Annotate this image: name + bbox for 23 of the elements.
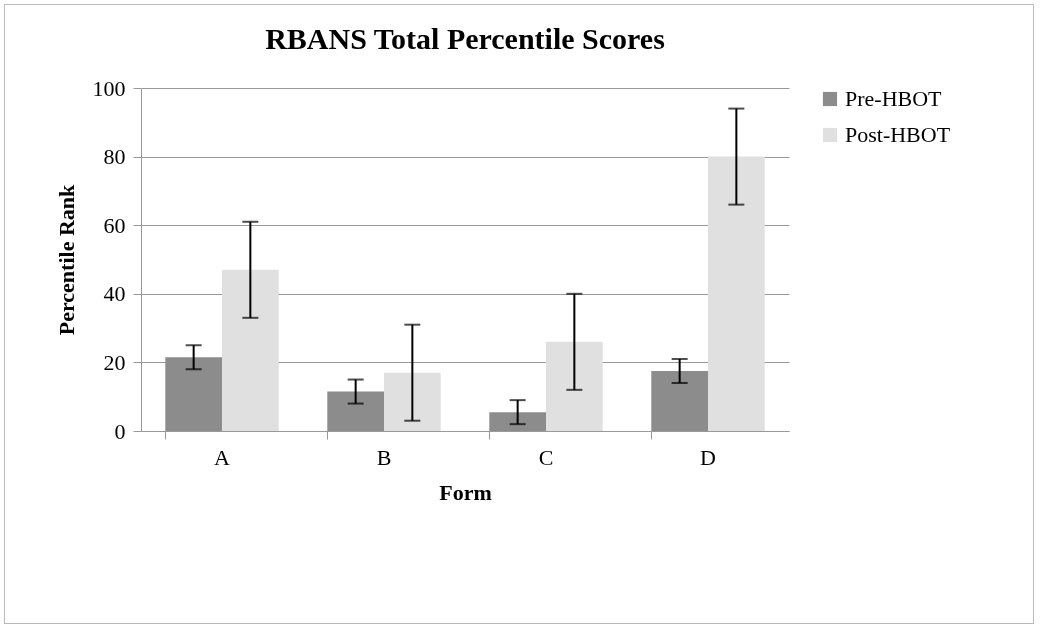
bar [489, 412, 546, 431]
y-tick-label: 80 [103, 144, 126, 170]
y-tick-label: 100 [92, 75, 126, 101]
x-tick-label: A [214, 444, 231, 470]
bar [708, 156, 765, 431]
x-tick-label: C [538, 444, 554, 470]
x-tick-label: D [700, 444, 716, 470]
y-tick-label: 40 [103, 281, 126, 307]
y-tick-label: 60 [103, 212, 126, 238]
bar [222, 269, 279, 431]
y-tick-label: 0 [114, 418, 126, 444]
bar [651, 370, 708, 431]
bar [546, 341, 603, 431]
x-axis-title: Form [439, 479, 492, 505]
chart-title: RBANS Total Percentile Scores [265, 22, 665, 55]
y-tick-label: 20 [103, 349, 126, 375]
bar [165, 357, 222, 431]
y-axis-title: Percentile Rank [53, 183, 79, 336]
bar [384, 372, 441, 431]
legend-label: Post-HBOT [845, 122, 951, 147]
x-tick-label: B [376, 444, 392, 470]
legend-label: Pre-HBOT [845, 86, 943, 111]
bar [327, 391, 384, 431]
